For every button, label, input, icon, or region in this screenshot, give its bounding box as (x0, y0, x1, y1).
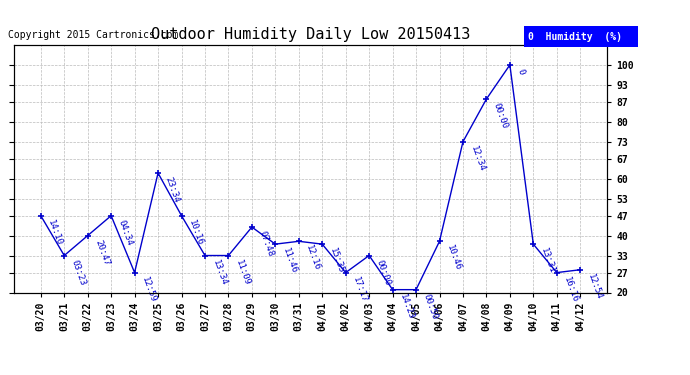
Text: 12:54: 12:54 (586, 273, 604, 301)
Text: 00:50: 00:50 (422, 292, 440, 321)
Text: 12:16: 12:16 (304, 244, 322, 272)
Text: 13:34: 13:34 (210, 258, 228, 286)
Text: 12:34: 12:34 (469, 144, 486, 173)
Text: 04:34: 04:34 (117, 219, 135, 247)
Text: 14:23: 14:23 (398, 292, 416, 321)
Title: Outdoor Humidity Daily Low 20150413: Outdoor Humidity Daily Low 20150413 (151, 27, 470, 42)
Text: 16:16: 16:16 (562, 275, 580, 304)
Text: 14:10: 14:10 (46, 219, 64, 247)
Text: 00:00: 00:00 (375, 258, 393, 286)
Text: Copyright 2015 Cartronics.com: Copyright 2015 Cartronics.com (8, 30, 178, 40)
Text: 10:46: 10:46 (445, 244, 463, 272)
Text: 00:00: 00:00 (492, 102, 510, 130)
Text: 12:59: 12:59 (140, 275, 158, 304)
Text: 10:16: 10:16 (187, 219, 205, 247)
Text: 03:23: 03:23 (70, 258, 88, 286)
Text: 13:31: 13:31 (539, 247, 557, 275)
Text: 0: 0 (515, 68, 526, 76)
Text: 23:34: 23:34 (164, 176, 181, 204)
Text: 20:47: 20:47 (93, 238, 111, 267)
Text: 15:35: 15:35 (328, 247, 346, 275)
Text: 11:46: 11:46 (281, 247, 299, 275)
Text: 17:17: 17:17 (351, 275, 369, 304)
Text: 11:09: 11:09 (234, 258, 252, 286)
Text: 07:48: 07:48 (257, 230, 275, 258)
Text: 0  Humidity  (%): 0 Humidity (%) (528, 32, 622, 42)
